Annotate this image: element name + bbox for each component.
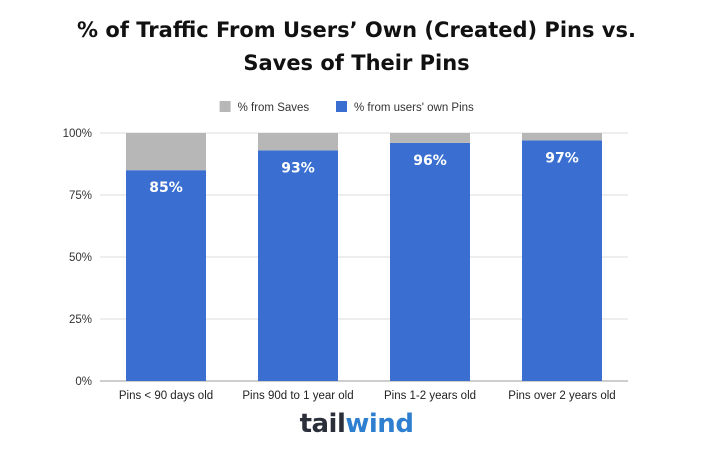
data-label: 97% [545,150,579,166]
x-category-label: Pins 1-2 years old [384,390,476,402]
bar-own-pins [126,170,206,381]
legend-label: % from users' own Pins [354,102,474,114]
logo-text-dark: tail [299,409,346,439]
data-label: 93% [281,160,315,176]
bar-saves [258,133,338,151]
bar-own-pins [258,150,338,381]
logo-text-accent: wind [345,409,414,439]
legend-label: % from Saves [238,102,310,114]
y-tick-label: 75% [69,190,92,202]
x-category-label: Pins < 90 days old [119,390,213,402]
tailwind-logo: tailwind [0,409,713,439]
chart-title-line-2: Saves of Their Pins [243,51,470,75]
x-category-label: Pins 90d to 1 year old [242,390,353,402]
bar-own-pins [522,140,602,381]
chart-title: % of Traffic From Users’ Own (Created) P… [0,14,713,80]
y-tick-label: 0% [75,376,92,388]
bar-saves [126,133,206,171]
data-label: 85% [149,180,183,196]
data-label: 96% [413,153,447,169]
bar-own-pins [390,142,470,381]
chart-title-line-1: % of Traffic From Users’ Own (Created) P… [77,18,636,42]
y-tick-label: 100% [63,128,92,140]
y-tick-label: 50% [69,252,92,264]
bar-saves [522,133,602,141]
legend-swatch [336,101,347,112]
y-tick-label: 25% [69,314,92,326]
bar-saves [390,133,470,143]
legend-swatch [219,101,231,112]
x-category-label: Pins over 2 years old [508,390,615,402]
